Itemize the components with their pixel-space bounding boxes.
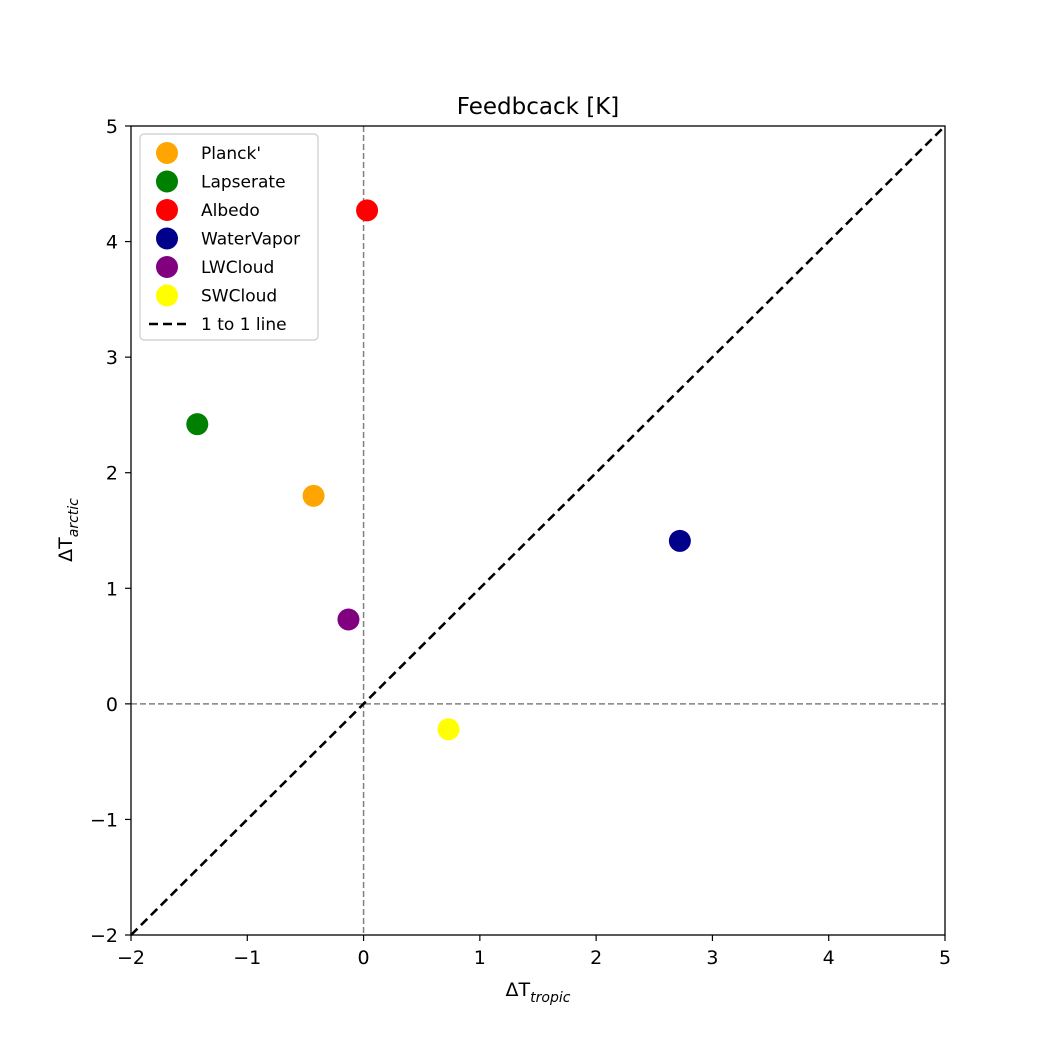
x-tick-label: 5 xyxy=(939,947,951,969)
legend-marker xyxy=(156,170,178,193)
plot-area xyxy=(130,125,946,936)
legend-label: Albedo xyxy=(201,201,260,221)
y-tick-label: 3 xyxy=(106,347,118,369)
x-tick-label: −2 xyxy=(117,947,145,969)
x-tick-label: 1 xyxy=(474,947,486,969)
legend-label: Planck' xyxy=(201,144,261,164)
y-axis-label-prefix: ΔT xyxy=(55,537,77,562)
legend-marker xyxy=(156,142,178,164)
legend-box xyxy=(139,133,319,341)
y-tick-label: 0 xyxy=(106,694,118,716)
point-watervapor xyxy=(668,529,691,552)
chart-title: Feedbcack [K] xyxy=(457,94,620,120)
y-tick-label: 2 xyxy=(106,463,118,485)
x-tick-label: 4 xyxy=(823,947,835,969)
legend-label: WaterVapor xyxy=(201,230,300,250)
point-planck- xyxy=(302,484,325,507)
point-albedo xyxy=(356,199,379,222)
y-tick-label: 1 xyxy=(106,578,118,600)
legend-label: 1 to 1 line xyxy=(201,315,287,335)
x-tick-label: 0 xyxy=(358,947,370,969)
x-axis-label-subscript: tropic xyxy=(530,990,571,1006)
legend-label: SWCloud xyxy=(201,287,277,307)
legend-label: Lapserate xyxy=(201,173,286,193)
legend-marker xyxy=(156,199,178,221)
x-tick-label: −1 xyxy=(233,947,261,969)
one-to-one-line xyxy=(130,125,946,936)
x-axis-label: ΔTtropic xyxy=(506,979,571,1006)
legend-marker xyxy=(156,256,178,278)
y-axis-label: ΔTarctic xyxy=(55,498,82,562)
axes-frame xyxy=(130,125,946,936)
legend-label: LWCloud xyxy=(201,258,274,278)
x-tick-label: 3 xyxy=(706,947,718,969)
x-tick-label: 2 xyxy=(590,947,602,969)
y-tick-label: 5 xyxy=(106,116,118,138)
legend: Planck' Lapserate Albedo WaterVapor LWCloud S… xyxy=(139,133,319,341)
y-tick-label: −1 xyxy=(90,809,118,831)
legend-marker xyxy=(156,227,178,250)
y-tick-label: −2 xyxy=(90,925,118,947)
point-lwcloud xyxy=(337,608,360,631)
x-axis-label-prefix: ΔT xyxy=(506,979,531,1001)
legend-marker xyxy=(156,284,178,307)
point-swcloud xyxy=(437,718,460,741)
point-lapserate xyxy=(186,413,209,436)
y-axis-label-subscript: arctic xyxy=(66,498,82,537)
y-tick-label: 4 xyxy=(106,232,118,254)
